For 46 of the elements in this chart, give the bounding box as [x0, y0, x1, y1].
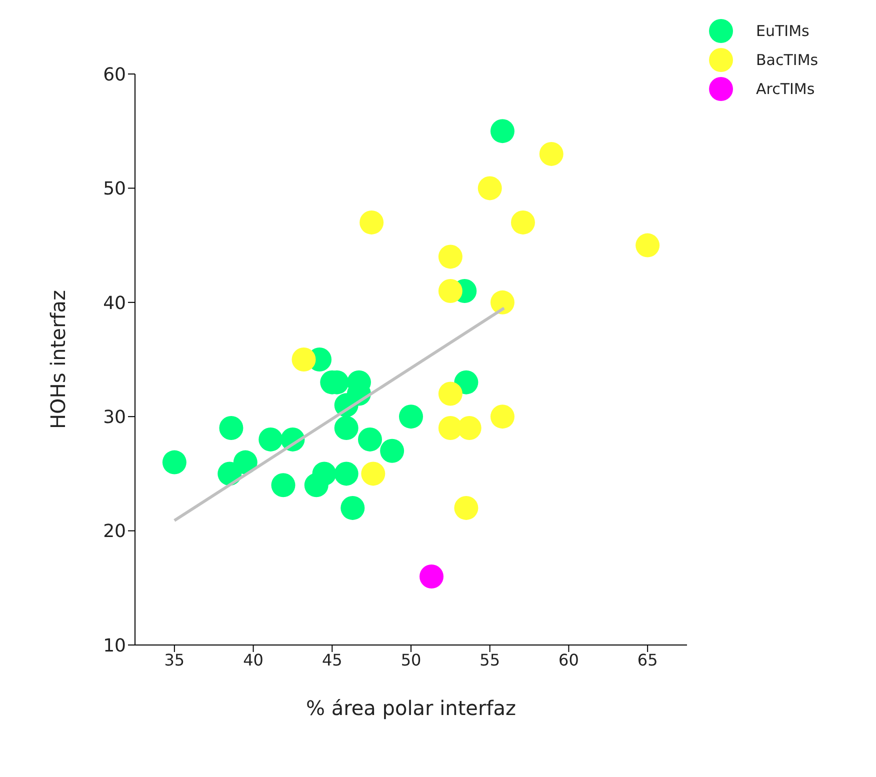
point — [380, 438, 404, 463]
x-tick-label: 50 — [400, 650, 422, 670]
point — [334, 416, 358, 440]
point — [490, 404, 514, 429]
x-tick-label: 60 — [558, 650, 579, 670]
point — [258, 427, 283, 452]
x-tick-label: 45 — [322, 650, 342, 670]
point — [490, 119, 514, 144]
legend-label: ArcTIMs — [756, 80, 815, 98]
point — [454, 496, 478, 520]
point — [454, 370, 478, 394]
point — [162, 450, 186, 474]
point — [358, 427, 382, 452]
y-axis-title: HOHs interfaz — [46, 290, 70, 429]
point — [271, 473, 296, 498]
point — [360, 210, 384, 234]
point — [438, 278, 462, 303]
y-tick-label: 40 — [103, 292, 126, 314]
y-tick-label: 20 — [103, 521, 126, 542]
point — [490, 290, 514, 314]
point — [510, 210, 535, 234]
point — [438, 382, 462, 406]
x-tick-label: 55 — [480, 650, 500, 670]
y-tick-label: 30 — [103, 406, 126, 428]
legend-label: BacTIMs — [756, 50, 818, 68]
x-tick-label: 40 — [243, 650, 264, 670]
x-tick-label: 35 — [164, 650, 185, 670]
y-tick-label: 60 — [103, 64, 126, 86]
point — [438, 244, 462, 269]
point — [219, 416, 244, 440]
point — [312, 462, 336, 486]
point — [636, 233, 660, 258]
point — [340, 496, 365, 520]
y-tick-label: 50 — [103, 178, 126, 200]
point — [233, 450, 258, 474]
point — [361, 462, 386, 486]
point — [292, 348, 316, 372]
x-axis-title: % área polar interfaz — [306, 696, 516, 720]
y-tick-label: 10 — [103, 635, 126, 656]
point — [399, 404, 423, 429]
legend-label: EuTIMs — [756, 22, 810, 40]
x-tick-label: 65 — [637, 650, 658, 670]
point — [539, 142, 564, 166]
point — [478, 176, 502, 200]
point — [420, 564, 444, 588]
point — [334, 462, 358, 486]
